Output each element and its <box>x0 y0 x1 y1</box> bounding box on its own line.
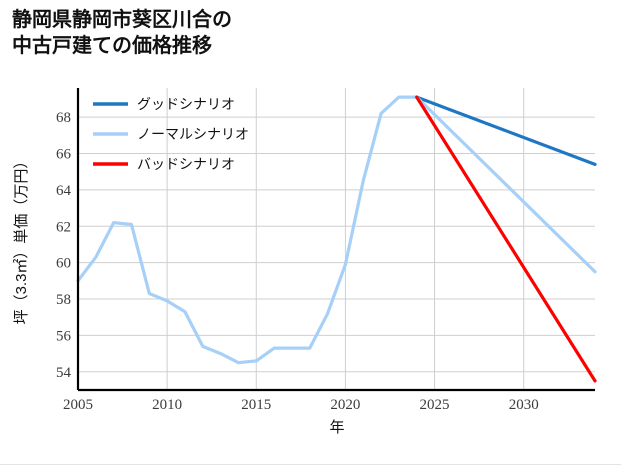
page-title: 静岡県静岡市葵区川合の 中古戸建ての価格推移 <box>12 8 232 59</box>
y-tick-label: 68 <box>56 110 71 126</box>
y-tick-label: 60 <box>56 256 71 272</box>
y-tick-label: 64 <box>56 183 72 199</box>
data-series-group <box>76 95 597 383</box>
y-tick-label: 56 <box>56 328 72 344</box>
legend-label-1: ノーマルシナリオ <box>137 128 249 143</box>
x-tick-labels: 2005 2010 2015 2020 2025 2030 <box>63 397 539 413</box>
x-tick-label: 2010 <box>152 397 182 413</box>
legend-label-2: バッドシナリオ <box>137 158 235 173</box>
page-title-line1: 静岡県静岡市葵区川合の <box>12 9 232 31</box>
x-tick-label: 2020 <box>330 397 360 413</box>
y-tick-label: 58 <box>56 292 71 308</box>
x-tick-label: 2030 <box>509 397 539 413</box>
y-tick-label: 62 <box>56 219 71 235</box>
x-tick-label: 2005 <box>63 397 93 413</box>
series-line-3 <box>415 95 597 383</box>
y-axis-title: 坪（3.3㎡）単価（万円） <box>13 154 30 325</box>
x-axis-title: 年 <box>329 419 344 436</box>
plot-area <box>78 88 595 390</box>
series-line-1 <box>415 95 597 167</box>
x-tick-label: 2025 <box>420 397 450 413</box>
y-tick-label: 54 <box>56 365 72 381</box>
series-line-0 <box>76 95 419 365</box>
x-tick-label: 2015 <box>241 397 271 413</box>
legend-label-0: グッドシナリオ <box>137 97 235 113</box>
series-line-2 <box>415 95 597 274</box>
y-tick-labels: 54 56 58 60 62 64 66 68 <box>56 110 72 381</box>
page-title-line2: 中古戸建ての価格推移 <box>12 34 212 57</box>
y-tick-label: 66 <box>56 146 72 162</box>
